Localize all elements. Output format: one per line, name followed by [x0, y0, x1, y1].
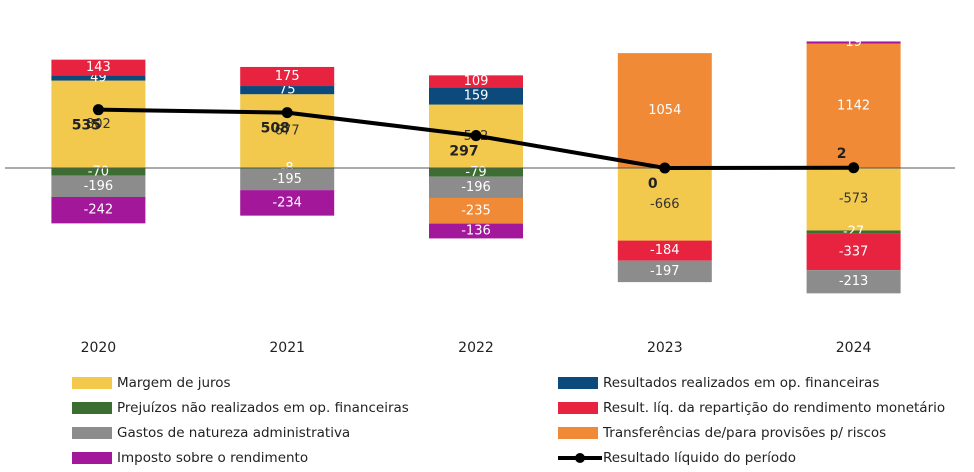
legend-swatch	[72, 402, 112, 414]
data-label: -337	[839, 244, 869, 259]
data-label: 175	[275, 69, 300, 84]
bar-segment	[806, 230, 901, 234]
data-label: -234	[272, 195, 302, 210]
legend-label: Gastos de natureza administrativa	[117, 425, 350, 441]
x-tick-label: 2023	[647, 340, 683, 356]
bar-segment	[51, 75, 146, 81]
legend-swatch	[575, 453, 585, 463]
line-label: 2	[837, 146, 847, 162]
data-label: -184	[650, 243, 680, 258]
bar-segment	[429, 197, 523, 224]
legend-swatch	[558, 427, 598, 439]
bar-segment	[806, 168, 901, 231]
bar-segment	[429, 176, 523, 198]
x-tick-label: 2021	[269, 340, 305, 356]
bar-segment	[806, 233, 901, 271]
bar-segment	[51, 175, 146, 197]
bar-segment	[429, 223, 523, 239]
data-label: -242	[84, 203, 114, 218]
data-label: -196	[461, 180, 491, 195]
x-tick-label: 2022	[458, 340, 494, 356]
legend-swatch	[72, 377, 112, 389]
bar-segment	[617, 260, 712, 283]
legend-swatch	[558, 402, 598, 414]
data-label: 802	[86, 117, 111, 132]
line-point	[659, 162, 671, 174]
legend-label: Imposto sobre o rendimento	[117, 450, 308, 466]
bar-segment	[240, 66, 335, 87]
bar-segment	[806, 43, 901, 168]
x-tick-label: 2024	[836, 340, 872, 356]
legend-label: Margem de juros	[117, 375, 231, 391]
line-point	[848, 162, 860, 174]
data-label: -197	[650, 264, 680, 279]
bar-segment	[806, 270, 901, 294]
data-label: -136	[461, 224, 491, 239]
data-label: -213	[839, 274, 869, 289]
bar-segment	[240, 86, 335, 95]
line-label: 535	[72, 118, 101, 134]
bar-segment	[51, 80, 146, 168]
x-tick-label: 2020	[81, 340, 117, 356]
bar-segment	[429, 87, 523, 105]
data-label: 159	[464, 88, 489, 103]
bar-segment	[240, 94, 335, 168]
legend-label: Resultados realizados em op. financeiras	[603, 375, 879, 391]
legend-label: Result. líq. da repartição do rendimento…	[603, 400, 945, 416]
line-point	[470, 130, 482, 142]
data-label: 109	[464, 74, 489, 89]
data-label: 677	[275, 124, 300, 139]
line-label: 508	[261, 121, 290, 137]
data-label: 19	[845, 35, 862, 50]
bar-segment	[617, 168, 712, 241]
bar-segment	[51, 168, 146, 176]
legend-label: Transferências de/para provisões p/ risc…	[602, 425, 886, 441]
data-label: 1142	[837, 98, 870, 113]
line-label: 0	[648, 176, 658, 192]
data-label: 75	[279, 83, 296, 98]
data-label: 1054	[648, 103, 681, 118]
data-label: 143	[86, 60, 111, 75]
data-label: -196	[84, 179, 114, 194]
legend-label: Prejuízos não realizados em op. financei…	[117, 400, 409, 416]
legend-label: Resultado líquido do período	[603, 450, 796, 466]
data-label: -666	[650, 197, 680, 212]
bar-segment	[617, 240, 712, 261]
line-point	[281, 107, 293, 119]
line-point	[92, 104, 104, 116]
bar-segment	[429, 168, 523, 177]
data-label: -573	[839, 192, 869, 207]
bar-segment	[617, 53, 712, 168]
bar-segment	[51, 196, 146, 224]
data-label: -195	[272, 172, 302, 187]
legend-swatch	[72, 427, 112, 439]
legend-swatch	[558, 377, 598, 389]
line-label: 297	[449, 144, 478, 160]
data-label: -79	[465, 165, 486, 180]
legend-swatch	[72, 452, 112, 464]
bar-segment	[51, 59, 146, 76]
bar-segment	[429, 75, 523, 88]
bar-segment	[240, 168, 335, 191]
bar-segment	[806, 41, 901, 44]
bar-segment	[240, 190, 335, 216]
data-label: -235	[461, 203, 491, 218]
